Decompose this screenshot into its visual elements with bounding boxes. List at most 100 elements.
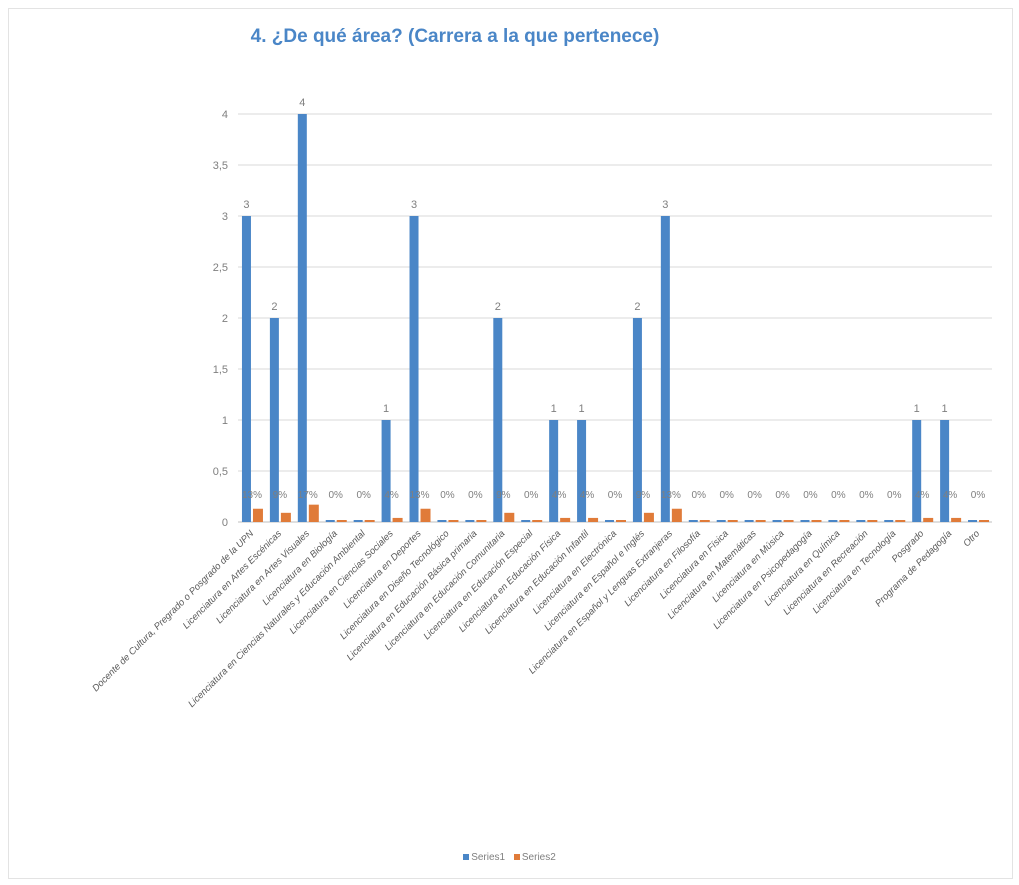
bar-series2 [532,520,543,522]
bar-series1 [772,520,782,522]
data-label-series2: 13% [242,490,262,501]
legend-item-series2: Series2 [513,852,556,863]
data-label-series2: 4% [552,490,567,501]
bar-series2 [783,520,794,522]
y-tick-label: 1 [222,415,228,427]
bar-series1 [912,420,922,522]
bar-series2 [420,508,431,522]
bar-series2 [476,520,487,522]
data-label-series2: 0% [440,490,455,501]
data-label-series1: 3 [662,199,668,211]
data-label-series1: 1 [914,403,920,415]
data-label-series2: 0% [692,490,707,501]
y-tick-label: 3 [222,211,228,223]
bar-series2 [671,508,682,522]
data-label-series2: 0% [971,490,986,501]
bar-series1 [381,420,391,522]
bar-series1 [241,216,251,522]
bar-series1 [800,520,810,522]
bar-series2 [727,520,738,522]
data-label-series2: 4% [915,490,930,501]
data-label-series2: 13% [410,490,430,501]
bar-series1 [828,520,838,522]
bar-series2 [392,517,403,522]
y-tick-label: 3,5 [213,160,228,172]
bar-series2 [839,520,850,522]
data-label-series2: 0% [887,490,902,501]
bar-series2 [755,520,766,522]
bar-series1 [940,420,950,522]
bar-series1 [269,318,279,522]
bar-series2 [616,520,626,522]
bar-series2 [280,512,291,522]
data-label-series2: 17% [298,490,318,501]
chart-frame [8,8,1013,879]
data-label-series2: 4% [580,490,595,501]
y-tick-label: 2 [222,313,228,325]
bar-series1 [437,520,447,522]
bar-series1 [744,520,754,522]
bar-series1 [521,520,531,522]
data-label-series2: 9% [636,490,651,501]
data-label-series2: 13% [661,490,681,501]
bar-series2 [643,512,654,522]
data-label-series1: 1 [383,403,389,415]
data-label-series1: 1 [942,403,948,415]
legend-label-series1: Series1 [471,852,506,863]
data-label-series2: 0% [859,490,874,501]
data-label-series2: 0% [831,490,846,501]
bar-series2 [895,520,906,522]
data-label-series2: 0% [524,490,539,501]
bar-series2 [448,520,459,522]
data-label-series2: 4% [943,490,958,501]
y-tick-label: 0 [222,517,228,529]
bar-series1 [577,420,587,522]
bar-series1 [493,318,503,522]
bar-series1 [353,520,363,522]
bar-series1 [325,520,335,522]
chart-title: 4. ¿De qué área? (Carrera a la que perte… [250,26,660,47]
data-label-series2: 0% [329,490,344,501]
bar-series2 [951,517,962,522]
data-label-series1: 3 [411,199,417,211]
bar-series1 [297,114,307,522]
data-label-series1: 3 [243,199,249,211]
legend-item-series1: Series1 [463,852,505,863]
bar-series1 [884,520,894,522]
data-label-series2: 0% [719,490,734,501]
data-label-series2: 0% [775,490,790,501]
data-label-series2: 4% [384,490,399,501]
data-label-series2: 0% [356,490,371,501]
bar-series1 [632,318,642,522]
bar-series2 [252,508,263,522]
legend-swatch-series2 [513,854,520,860]
bar-series2 [588,517,599,522]
bar-series2 [364,520,375,522]
data-label-series2: 0% [747,490,762,501]
data-label-series1: 1 [551,403,557,415]
data-label-series1: 4 [299,97,305,109]
data-label-series1: 2 [634,301,640,313]
data-label-series1: 2 [495,301,501,313]
data-label-series2: 0% [803,490,818,501]
bar-series2 [867,520,878,522]
data-label-series2: 9% [496,490,511,501]
bar-series1 [409,216,419,522]
bar-series2 [811,520,822,522]
bar-series2 [504,512,515,522]
data-label-series2: 0% [468,490,483,501]
bar-series2 [308,504,319,522]
bar-series1 [716,520,726,522]
bar-series1 [549,420,559,522]
bar-series2 [699,520,710,522]
bar-series1 [660,216,670,522]
y-tick-label: 2,5 [213,262,228,274]
chart-legend: Series1 Series2 [0,852,1019,863]
data-label-series1: 2 [271,301,277,313]
data-label-series1: 1 [579,403,585,415]
y-tick-label: 0,5 [213,466,228,478]
y-tick-label: 1,5 [213,364,228,376]
bar-series1 [605,520,614,522]
data-label-series2: 0% [608,490,623,501]
